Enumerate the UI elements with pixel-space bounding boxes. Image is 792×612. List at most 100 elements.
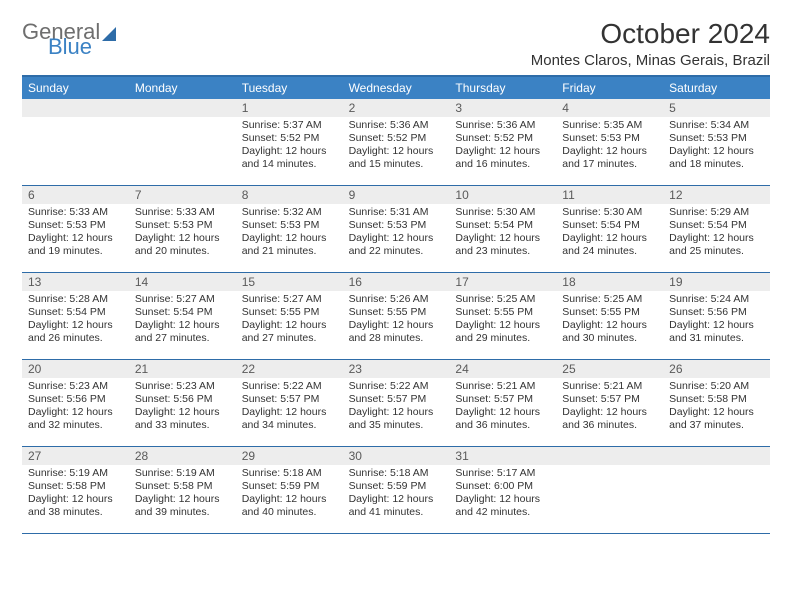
title-block: October 2024 Montes Claros, Minas Gerais… xyxy=(531,18,770,69)
dow-friday: Friday xyxy=(556,77,663,99)
sunset-line: Sunset: 5:53 PM xyxy=(135,219,213,231)
sunset-line: Sunset: 5:57 PM xyxy=(455,393,533,405)
daylight-line: Daylight: 12 hours and 38 minutes. xyxy=(28,493,113,518)
daylight-line: Daylight: 12 hours and 20 minutes. xyxy=(135,232,220,257)
sunset-line: Sunset: 5:59 PM xyxy=(242,480,320,492)
sunrise-line: Sunrise: 5:23 AM xyxy=(135,380,215,392)
daylight-line: Daylight: 12 hours and 30 minutes. xyxy=(562,319,647,344)
brand-logo: General Blue xyxy=(22,22,116,58)
sunrise-line: Sunrise: 5:18 AM xyxy=(242,467,322,479)
day-cell: 23Sunrise: 5:22 AMSunset: 5:57 PMDayligh… xyxy=(343,360,450,446)
day-details: Sunrise: 5:27 AMSunset: 5:55 PMDaylight:… xyxy=(236,291,343,350)
sunset-line: Sunset: 5:54 PM xyxy=(455,219,533,231)
day-details: Sunrise: 5:33 AMSunset: 5:53 PMDaylight:… xyxy=(22,204,129,263)
day-cell: 5Sunrise: 5:34 AMSunset: 5:53 PMDaylight… xyxy=(663,99,770,185)
day-number: 20 xyxy=(22,360,129,378)
sunrise-line: Sunrise: 5:27 AM xyxy=(135,293,215,305)
day-details: Sunrise: 5:35 AMSunset: 5:53 PMDaylight:… xyxy=(556,117,663,176)
day-of-week-header: Sunday Monday Tuesday Wednesday Thursday… xyxy=(22,77,770,99)
day-details: Sunrise: 5:34 AMSunset: 5:53 PMDaylight:… xyxy=(663,117,770,176)
daylight-line: Daylight: 12 hours and 15 minutes. xyxy=(349,145,434,170)
day-details: Sunrise: 5:33 AMSunset: 5:53 PMDaylight:… xyxy=(129,204,236,263)
daylight-line: Daylight: 12 hours and 22 minutes. xyxy=(349,232,434,257)
sunrise-line: Sunrise: 5:22 AM xyxy=(242,380,322,392)
day-details: Sunrise: 5:17 AMSunset: 6:00 PMDaylight:… xyxy=(449,465,556,524)
day-number: 12 xyxy=(663,186,770,204)
dow-tuesday: Tuesday xyxy=(236,77,343,99)
location-subtitle: Montes Claros, Minas Gerais, Brazil xyxy=(531,52,770,69)
sunset-line: Sunset: 5:54 PM xyxy=(669,219,747,231)
day-cell: 20Sunrise: 5:23 AMSunset: 5:56 PMDayligh… xyxy=(22,360,129,446)
sunrise-line: Sunrise: 5:33 AM xyxy=(135,206,215,218)
daylight-line: Daylight: 12 hours and 17 minutes. xyxy=(562,145,647,170)
dow-wednesday: Wednesday xyxy=(343,77,450,99)
dow-sunday: Sunday xyxy=(22,77,129,99)
sunrise-line: Sunrise: 5:21 AM xyxy=(562,380,642,392)
dow-monday: Monday xyxy=(129,77,236,99)
day-cell: 19Sunrise: 5:24 AMSunset: 5:56 PMDayligh… xyxy=(663,273,770,359)
day-cell: 14Sunrise: 5:27 AMSunset: 5:54 PMDayligh… xyxy=(129,273,236,359)
day-details: Sunrise: 5:18 AMSunset: 5:59 PMDaylight:… xyxy=(343,465,450,524)
day-details: Sunrise: 5:19 AMSunset: 5:58 PMDaylight:… xyxy=(22,465,129,524)
day-cell: 24Sunrise: 5:21 AMSunset: 5:57 PMDayligh… xyxy=(449,360,556,446)
day-cell: 13Sunrise: 5:28 AMSunset: 5:54 PMDayligh… xyxy=(22,273,129,359)
brand-part2: Blue xyxy=(48,37,116,58)
sunrise-line: Sunrise: 5:34 AM xyxy=(669,119,749,131)
sunrise-line: Sunrise: 5:25 AM xyxy=(455,293,535,305)
sunrise-line: Sunrise: 5:33 AM xyxy=(28,206,108,218)
sunrise-line: Sunrise: 5:29 AM xyxy=(669,206,749,218)
day-cell: 18Sunrise: 5:25 AMSunset: 5:55 PMDayligh… xyxy=(556,273,663,359)
day-number: 19 xyxy=(663,273,770,291)
day-cell: 29Sunrise: 5:18 AMSunset: 5:59 PMDayligh… xyxy=(236,447,343,533)
day-number: 5 xyxy=(663,99,770,117)
sunset-line: Sunset: 5:59 PM xyxy=(349,480,427,492)
day-details: Sunrise: 5:22 AMSunset: 5:57 PMDaylight:… xyxy=(236,378,343,437)
sunset-line: Sunset: 5:55 PM xyxy=(349,306,427,318)
sunset-line: Sunset: 5:58 PM xyxy=(669,393,747,405)
sunset-line: Sunset: 5:56 PM xyxy=(28,393,106,405)
day-cell: 4Sunrise: 5:35 AMSunset: 5:53 PMDaylight… xyxy=(556,99,663,185)
day-details: Sunrise: 5:32 AMSunset: 5:53 PMDaylight:… xyxy=(236,204,343,263)
week-row: 13Sunrise: 5:28 AMSunset: 5:54 PMDayligh… xyxy=(22,273,770,360)
sunset-line: Sunset: 5:55 PM xyxy=(562,306,640,318)
day-cell: 15Sunrise: 5:27 AMSunset: 5:55 PMDayligh… xyxy=(236,273,343,359)
daylight-line: Daylight: 12 hours and 31 minutes. xyxy=(669,319,754,344)
day-details: Sunrise: 5:29 AMSunset: 5:54 PMDaylight:… xyxy=(663,204,770,263)
day-number: 29 xyxy=(236,447,343,465)
sunset-line: Sunset: 5:53 PM xyxy=(349,219,427,231)
day-number xyxy=(22,99,129,117)
sunrise-line: Sunrise: 5:25 AM xyxy=(562,293,642,305)
sunrise-line: Sunrise: 5:37 AM xyxy=(242,119,322,131)
dow-thursday: Thursday xyxy=(449,77,556,99)
week-row: 27Sunrise: 5:19 AMSunset: 5:58 PMDayligh… xyxy=(22,447,770,534)
day-number: 8 xyxy=(236,186,343,204)
daylight-line: Daylight: 12 hours and 14 minutes. xyxy=(242,145,327,170)
day-cell: 21Sunrise: 5:23 AMSunset: 5:56 PMDayligh… xyxy=(129,360,236,446)
day-details: Sunrise: 5:27 AMSunset: 5:54 PMDaylight:… xyxy=(129,291,236,350)
sunrise-line: Sunrise: 5:19 AM xyxy=(135,467,215,479)
day-cell: 8Sunrise: 5:32 AMSunset: 5:53 PMDaylight… xyxy=(236,186,343,272)
day-cell: 7Sunrise: 5:33 AMSunset: 5:53 PMDaylight… xyxy=(129,186,236,272)
day-number: 1 xyxy=(236,99,343,117)
sunrise-line: Sunrise: 5:31 AM xyxy=(349,206,429,218)
day-details: Sunrise: 5:25 AMSunset: 5:55 PMDaylight:… xyxy=(449,291,556,350)
sunset-line: Sunset: 5:54 PM xyxy=(28,306,106,318)
day-cell: 11Sunrise: 5:30 AMSunset: 5:54 PMDayligh… xyxy=(556,186,663,272)
day-number: 11 xyxy=(556,186,663,204)
daylight-line: Daylight: 12 hours and 29 minutes. xyxy=(455,319,540,344)
day-details: Sunrise: 5:19 AMSunset: 5:58 PMDaylight:… xyxy=(129,465,236,524)
daylight-line: Daylight: 12 hours and 34 minutes. xyxy=(242,406,327,431)
day-cell: 9Sunrise: 5:31 AMSunset: 5:53 PMDaylight… xyxy=(343,186,450,272)
daylight-line: Daylight: 12 hours and 37 minutes. xyxy=(669,406,754,431)
day-number xyxy=(556,447,663,465)
day-details: Sunrise: 5:30 AMSunset: 5:54 PMDaylight:… xyxy=(556,204,663,263)
sunset-line: Sunset: 5:53 PM xyxy=(28,219,106,231)
day-cell: 2Sunrise: 5:36 AMSunset: 5:52 PMDaylight… xyxy=(343,99,450,185)
day-number: 31 xyxy=(449,447,556,465)
day-number: 28 xyxy=(129,447,236,465)
day-details: Sunrise: 5:37 AMSunset: 5:52 PMDaylight:… xyxy=(236,117,343,176)
sunset-line: Sunset: 5:56 PM xyxy=(669,306,747,318)
day-number: 2 xyxy=(343,99,450,117)
day-number: 23 xyxy=(343,360,450,378)
sunrise-line: Sunrise: 5:35 AM xyxy=(562,119,642,131)
